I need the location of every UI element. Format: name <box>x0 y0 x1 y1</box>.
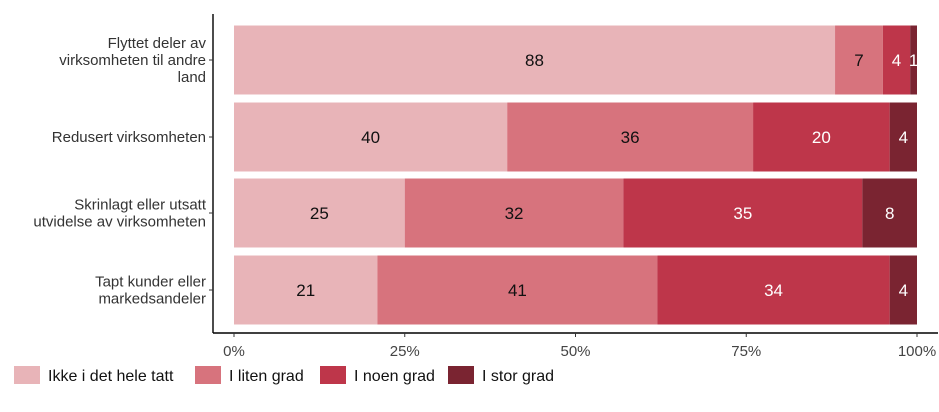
data-label: 1 <box>909 51 918 70</box>
bar-segment <box>889 255 917 325</box>
data-label: 35 <box>733 204 752 223</box>
data-label: 20 <box>812 128 831 147</box>
bar-segment <box>507 102 754 172</box>
data-label: 32 <box>505 204 524 223</box>
bar-segment <box>882 25 911 95</box>
data-label: 4 <box>892 51 901 70</box>
bars-group: 88 7 4 140 36 20 425 32 35 821 41 34 4 <box>234 25 918 325</box>
bar-segment <box>889 102 917 172</box>
data-label: 7 <box>854 51 863 70</box>
legend-label: Ikke i det hele tatt <box>48 368 174 385</box>
x-tick-label: 100% <box>898 343 936 360</box>
data-label: 41 <box>508 281 527 300</box>
data-label: 8 <box>885 204 894 223</box>
x-tick-label: 75% <box>731 343 761 360</box>
y-tick-label: Flyttet deler av <box>108 35 207 52</box>
bar-segment <box>910 25 917 95</box>
data-label: 4 <box>899 128 908 147</box>
data-label: 36 <box>621 128 640 147</box>
bar-segment <box>377 255 658 325</box>
y-tick-label: Tapt kunder eller <box>95 274 206 291</box>
legend-swatch <box>14 366 40 384</box>
bar-segment <box>862 178 917 248</box>
y-tick-label: markedsandeler <box>98 291 206 308</box>
legend-swatch <box>448 366 474 384</box>
bar-segment <box>753 102 890 172</box>
legend-label: I liten grad <box>229 368 304 385</box>
y-tick-label: Redusert virksomheten <box>52 129 206 146</box>
bar-segment <box>404 178 624 248</box>
legend-swatch <box>195 366 221 384</box>
data-label: 40 <box>361 128 380 147</box>
bar-segment <box>657 255 890 325</box>
data-label: 4 <box>899 281 908 300</box>
legend-swatch <box>320 366 346 384</box>
bar-segment <box>234 255 378 325</box>
bar-segment <box>623 178 863 248</box>
legend: Ikke i det hele tatt I liten grad I noen g… <box>14 366 554 385</box>
x-tick-label: 50% <box>560 343 590 360</box>
data-label: 88 <box>525 51 544 70</box>
y-tick-label: virksomheten til andre <box>59 52 206 69</box>
y-tick-label: Skrinlagt eller utsatt <box>74 197 207 214</box>
x-tick-label: 0% <box>223 343 245 360</box>
data-label: 34 <box>764 281 783 300</box>
legend-label: I stor grad <box>482 368 554 385</box>
y-tick-label: utvidelse av virksomheten <box>33 214 206 231</box>
legend-label: I noen grad <box>354 368 435 385</box>
bar-segment <box>234 25 836 95</box>
y-tick-label: land <box>178 69 206 86</box>
data-label: 25 <box>310 204 329 223</box>
bar-segment <box>234 178 405 248</box>
x-tick-label: 25% <box>390 343 420 360</box>
bar-segment <box>835 25 883 95</box>
data-label: 21 <box>296 281 315 300</box>
bar-segment <box>234 102 508 172</box>
